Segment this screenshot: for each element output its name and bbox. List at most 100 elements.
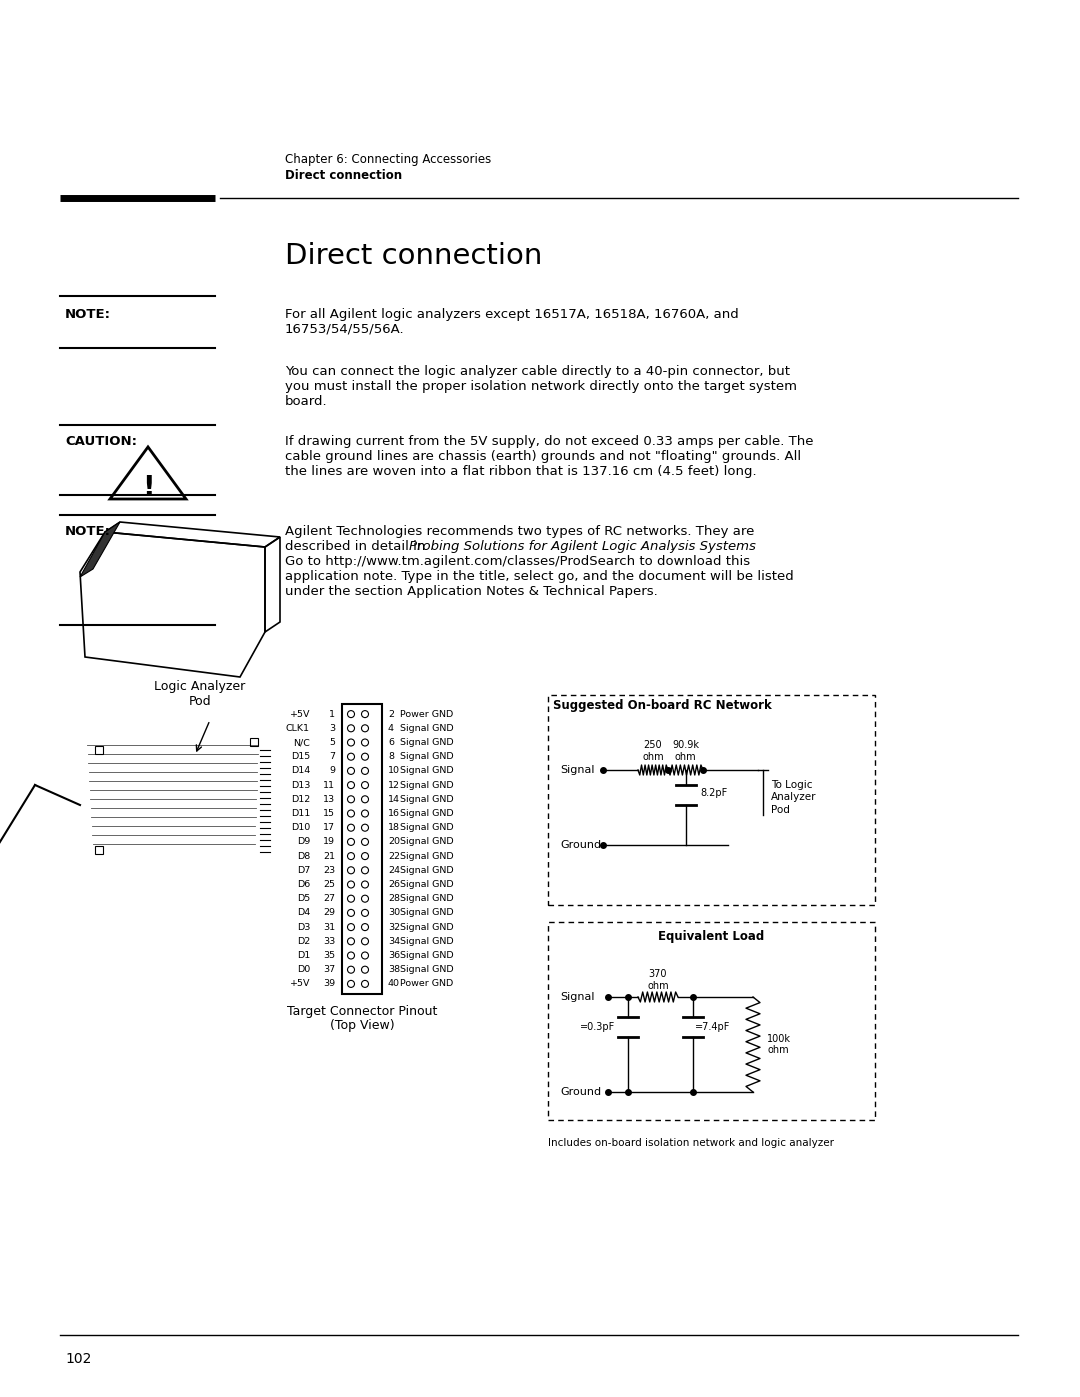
- Bar: [249, 738, 258, 746]
- Text: 35: 35: [323, 951, 335, 960]
- Text: Signal GND: Signal GND: [400, 965, 454, 974]
- Text: 36: 36: [388, 951, 400, 960]
- Text: D4: D4: [297, 908, 310, 918]
- Text: 4: 4: [388, 724, 394, 733]
- Text: N/C: N/C: [293, 738, 310, 747]
- Text: 2: 2: [388, 710, 394, 718]
- Text: 10: 10: [388, 767, 400, 775]
- Text: CLK1: CLK1: [286, 724, 310, 733]
- Text: 13: 13: [323, 795, 335, 803]
- Bar: [95, 746, 103, 754]
- Text: 102: 102: [65, 1352, 92, 1366]
- Text: Signal GND: Signal GND: [400, 894, 454, 904]
- Text: 31: 31: [323, 922, 335, 932]
- Text: Signal GND: Signal GND: [400, 880, 454, 888]
- Text: board.: board.: [285, 395, 327, 408]
- Text: cable ground lines are chassis (earth) grounds and not "floating" grounds. All: cable ground lines are chassis (earth) g…: [285, 450, 801, 462]
- Text: under the section Application Notes & Technical Papers.: under the section Application Notes & Te…: [285, 585, 658, 598]
- Text: Signal GND: Signal GND: [400, 951, 454, 960]
- Text: Signal: Signal: [561, 992, 594, 1002]
- Text: You can connect the logic analyzer cable directly to a 40-pin connector, but: You can connect the logic analyzer cable…: [285, 365, 789, 379]
- Text: .: .: [670, 541, 673, 553]
- Text: 32: 32: [388, 922, 400, 932]
- Text: 90.9k
ohm: 90.9k ohm: [672, 740, 699, 761]
- Text: Logic Analyzer: Logic Analyzer: [154, 680, 245, 693]
- Text: D9: D9: [297, 837, 310, 847]
- Text: 19: 19: [323, 837, 335, 847]
- Text: For all Agilent logic analyzers except 16517A, 16518A, 16760A, and: For all Agilent logic analyzers except 1…: [285, 307, 739, 321]
- Text: 21: 21: [323, 852, 335, 861]
- Text: Target Connector Pinout: Target Connector Pinout: [287, 1004, 437, 1018]
- Text: +5V: +5V: [289, 710, 310, 718]
- Text: the lines are woven into a flat ribbon that is 137.16 cm (4.5 feet) long.: the lines are woven into a flat ribbon t…: [285, 465, 757, 478]
- Text: Signal GND: Signal GND: [400, 752, 454, 761]
- Text: D3: D3: [297, 922, 310, 932]
- Text: D2: D2: [297, 937, 310, 946]
- Bar: [548, 922, 875, 1120]
- Text: Signal GND: Signal GND: [400, 922, 454, 932]
- Text: 11: 11: [323, 781, 335, 789]
- Text: Signal GND: Signal GND: [400, 837, 454, 847]
- Text: 27: 27: [323, 894, 335, 904]
- Bar: [95, 847, 103, 854]
- Text: 6: 6: [388, 738, 394, 747]
- Text: described in detail in: described in detail in: [285, 541, 430, 553]
- Text: CAUTION:: CAUTION:: [65, 434, 137, 448]
- Text: 34: 34: [388, 937, 400, 946]
- Text: 18: 18: [388, 823, 400, 833]
- Text: 26: 26: [388, 880, 400, 888]
- Text: 16753/54/55/56A.: 16753/54/55/56A.: [285, 323, 405, 337]
- Text: Power GND: Power GND: [400, 979, 454, 989]
- Text: Includes on-board isolation network and logic analyzer: Includes on-board isolation network and …: [548, 1139, 834, 1148]
- Text: 3: 3: [329, 724, 335, 733]
- Bar: [548, 694, 875, 905]
- Text: 24: 24: [388, 866, 400, 875]
- Text: D5: D5: [297, 894, 310, 904]
- Text: Direct connection: Direct connection: [285, 169, 402, 182]
- Text: 1: 1: [329, 710, 335, 718]
- Text: Suggested On-board RC Network: Suggested On-board RC Network: [553, 698, 772, 712]
- Text: 38: 38: [388, 965, 400, 974]
- Text: D6: D6: [297, 880, 310, 888]
- Text: Signal GND: Signal GND: [400, 724, 454, 733]
- Text: 15: 15: [323, 809, 335, 819]
- Text: Agilent Technologies recommends two types of RC networks. They are: Agilent Technologies recommends two type…: [285, 525, 754, 538]
- Text: 29: 29: [323, 908, 335, 918]
- Text: Signal GND: Signal GND: [400, 937, 454, 946]
- Text: you must install the proper isolation network directly onto the target system: you must install the proper isolation ne…: [285, 380, 797, 393]
- Text: Power GND: Power GND: [400, 710, 454, 718]
- Text: 7: 7: [329, 752, 335, 761]
- Text: Signal GND: Signal GND: [400, 781, 454, 789]
- Text: Ground: Ground: [561, 1087, 602, 1097]
- Text: 28: 28: [388, 894, 400, 904]
- Text: 5: 5: [329, 738, 335, 747]
- Text: Signal GND: Signal GND: [400, 809, 454, 819]
- Text: Equivalent Load: Equivalent Load: [659, 930, 765, 943]
- Text: 370
ohm: 370 ohm: [647, 970, 669, 990]
- Text: Go to http://www.tm.agilent.com/classes/ProdSearch to download this: Go to http://www.tm.agilent.com/classes/…: [285, 555, 751, 569]
- Text: NOTE:: NOTE:: [65, 525, 111, 538]
- Text: =0.3pF: =0.3pF: [580, 1023, 615, 1032]
- Text: Signal GND: Signal GND: [400, 823, 454, 833]
- Text: Signal GND: Signal GND: [400, 866, 454, 875]
- Bar: [342, 704, 382, 995]
- Text: =7.4pF: =7.4pF: [696, 1023, 730, 1032]
- Text: Signal GND: Signal GND: [400, 767, 454, 775]
- Text: 40: 40: [388, 979, 400, 989]
- Text: D13: D13: [291, 781, 310, 789]
- Text: 8: 8: [388, 752, 394, 761]
- Text: !: !: [141, 474, 154, 502]
- Text: 33: 33: [323, 937, 335, 946]
- Text: 23: 23: [323, 866, 335, 875]
- Text: To Logic
Analyzer
Pod: To Logic Analyzer Pod: [771, 780, 816, 814]
- Text: D8: D8: [297, 852, 310, 861]
- Text: NOTE:: NOTE:: [65, 307, 111, 321]
- Text: If drawing current from the 5V supply, do not exceed 0.33 amps per cable. The: If drawing current from the 5V supply, d…: [285, 434, 813, 448]
- Text: 8.2pF: 8.2pF: [700, 788, 727, 798]
- Text: Ground: Ground: [561, 840, 602, 849]
- Text: D12: D12: [291, 795, 310, 803]
- Text: 100k
ohm: 100k ohm: [767, 1034, 791, 1055]
- Text: Pod: Pod: [189, 694, 212, 708]
- Text: D1: D1: [297, 951, 310, 960]
- Text: 25: 25: [323, 880, 335, 888]
